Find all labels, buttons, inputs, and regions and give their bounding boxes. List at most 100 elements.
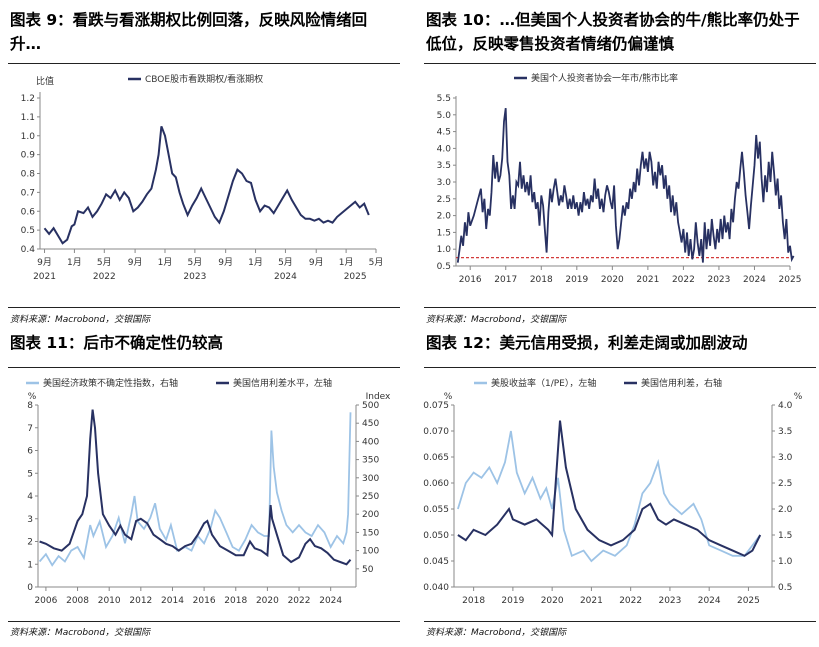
y-tick-label: 3.5 xyxy=(437,161,451,171)
left-y-tick-label: 1 xyxy=(27,560,33,570)
left-y-tick-label: 0.055 xyxy=(423,505,449,515)
source-rule xyxy=(424,621,816,622)
left-y-tick-label: 0.060 xyxy=(423,479,449,489)
source-note: 资料来源：Macrobond，交银国际 xyxy=(426,315,567,325)
series-line-2 xyxy=(39,409,352,566)
y-tick-label: 3.0 xyxy=(437,178,452,188)
right-axis-unit: Index xyxy=(366,392,391,402)
y-tick-label: 4.0 xyxy=(437,144,452,154)
series-line-bull-bear-ratio xyxy=(456,107,795,263)
x-tick-label: 1月 xyxy=(339,257,354,268)
x-tick-label: 1月 xyxy=(248,257,263,268)
x-tick-label: 2008 xyxy=(66,596,89,606)
left-y-tick-label: 6 xyxy=(27,447,33,457)
source-rule xyxy=(8,621,400,622)
y-unit-label: 比值 xyxy=(36,75,54,87)
series-line-1 xyxy=(38,412,352,567)
right-y-tick-label: 1.0 xyxy=(778,557,793,567)
source-note: 资料来源：Macrobond，交银国际 xyxy=(10,628,151,638)
source-rule xyxy=(8,307,400,308)
x-year-label: 2024 xyxy=(274,272,297,282)
x-tick-label: 2025 xyxy=(737,596,760,606)
left-y-tick-label: 4 xyxy=(27,492,33,502)
title-rule xyxy=(424,63,816,64)
left-y-tick-label: 7 xyxy=(27,424,33,434)
chart-10-svg: 美国个人投资者协会一年市/熊市比率 0.5 1.0 1.5 2.0 2.5 3.0 3.5 4.… xyxy=(437,72,802,285)
right-y-tick-label: 350 xyxy=(362,456,379,466)
legend-label: 美股收益率（1/PE），左轴 xyxy=(491,377,596,389)
x-tick-label: 2018 xyxy=(224,596,247,606)
y-tick-label: 1.2 xyxy=(21,94,35,104)
legend-label: 美国经济政策不确定性指数，右轴 xyxy=(43,377,178,389)
source-rule xyxy=(424,307,816,308)
y-tick-label: 2.0 xyxy=(437,212,452,222)
legend-label: CBOE股市看跌期权/看涨期权 xyxy=(145,73,263,85)
x-tick-label: 1月 xyxy=(158,257,173,268)
x-tick-label: 9月 xyxy=(37,257,52,268)
x-tick-label: 9月 xyxy=(218,257,233,268)
y-tick-label: 1.0 xyxy=(437,245,452,255)
y-tick-label: 5.0 xyxy=(437,111,452,121)
x-tick-label: 2016 xyxy=(459,275,482,285)
right-y-tick-label: 450 xyxy=(362,419,379,429)
x-tick-label: 2010 xyxy=(98,596,121,606)
right-y-tick-label: 4.0 xyxy=(778,401,793,411)
panel-chart-9: 图表 9：看跌与看涨期权比例回落，反映风险情绪回升… CBOE股市看跌期权/看涨… xyxy=(8,0,400,325)
right-y-tick-label: 2.0 xyxy=(778,505,793,515)
series-line-2 xyxy=(457,420,762,557)
x-tick-label: 2021 xyxy=(636,275,659,285)
x-tick-label: 2019 xyxy=(565,275,588,285)
x-tick-label: 2019 xyxy=(501,596,524,606)
chart-title: 图表 10：…但美国个人投资者协会的牛/熊比率仍处于低位，反映零售投资者情绪仍偏… xyxy=(426,11,800,53)
left-y-tick-label: 2 xyxy=(27,538,33,548)
right-y-tick-label: 1.5 xyxy=(778,531,792,541)
right-axis-unit: % xyxy=(794,392,803,402)
right-y-tick-label: 3.0 xyxy=(778,453,793,463)
x-tick-label: 2016 xyxy=(193,596,216,606)
y-tick-label: 4.5 xyxy=(437,128,451,138)
right-y-tick-label: 400 xyxy=(362,437,379,447)
chart-11-svg: 美国经济政策不确定性指数，右轴 美国信用利差水平，左轴% Index 0 1 2 3 4 5 6 7… xyxy=(26,377,391,606)
left-y-tick-label: 8 xyxy=(27,401,33,411)
legend-label: 美国信用利差水平，左轴 xyxy=(233,377,332,389)
series-line-1 xyxy=(457,430,761,563)
x-tick-label: 5月 xyxy=(97,257,112,268)
title-rule xyxy=(8,63,400,64)
y-tick-label: 0.8 xyxy=(21,170,36,180)
source-note: 资料来源：Macrobond，交银国际 xyxy=(426,628,567,638)
x-tick-label: 9月 xyxy=(309,257,324,268)
right-y-tick-label: 500 xyxy=(362,401,379,411)
x-tick-label: 2022 xyxy=(619,596,642,606)
x-tick-label: 2020 xyxy=(256,596,279,606)
legend-label: 美国信用利差，右轴 xyxy=(641,377,722,389)
chart-9-svg: CBOE股市看跌期权/看涨期权 比值 0.4 0.5 0.6 0.7 0.8 0.9 1.0 1.… xyxy=(21,73,384,282)
left-y-tick-label: 0 xyxy=(27,583,33,593)
chart-title: 图表 12：美元信用受损，利差走阔或加剧波动 xyxy=(426,334,748,352)
x-tick-label: 2006 xyxy=(34,596,57,606)
title-rule xyxy=(424,367,816,368)
chart-12-svg: 美股收益率（1/PE），左轴 美国信用利差，右轴% % 0.040 0.045 0.050… xyxy=(423,377,803,606)
panel-chart-11: 图表 11：后市不确定性仍较高 美国经济政策不确定性指数，右轴 美国信用利差水平，… xyxy=(8,323,400,646)
left-y-tick-label: 0.070 xyxy=(423,427,449,437)
x-tick-label: 2012 xyxy=(129,596,152,606)
chart-title: 图表 11：后市不确定性仍较高 xyxy=(10,334,223,352)
x-tick-label: 2020 xyxy=(541,596,564,606)
x-tick-label: 2018 xyxy=(462,596,485,606)
y-tick-label: 2.5 xyxy=(437,195,451,205)
left-y-tick-label: 3 xyxy=(27,515,33,525)
y-tick-label: 0.7 xyxy=(21,188,35,198)
source-note: 资料来源：Macrobond，交银国际 xyxy=(10,315,151,325)
x-tick-label: 2022 xyxy=(672,275,695,285)
y-tick-label: 1.5 xyxy=(437,228,451,238)
left-y-tick-label: 5 xyxy=(27,469,33,479)
left-axis-unit: % xyxy=(444,392,453,402)
legend-label: 美国个人投资者协会一年市/熊市比率 xyxy=(531,72,678,84)
x-tick-label: 9月 xyxy=(128,257,143,268)
right-y-tick-label: 0.5 xyxy=(778,583,792,593)
x-tick-label: 2022 xyxy=(288,596,311,606)
x-tick-label: 1月 xyxy=(67,257,82,268)
x-tick-label: 2014 xyxy=(161,596,184,606)
left-y-tick-label: 0.065 xyxy=(423,453,449,463)
right-y-tick-label: 3.5 xyxy=(778,427,792,437)
x-year-label: 2023 xyxy=(183,272,206,282)
